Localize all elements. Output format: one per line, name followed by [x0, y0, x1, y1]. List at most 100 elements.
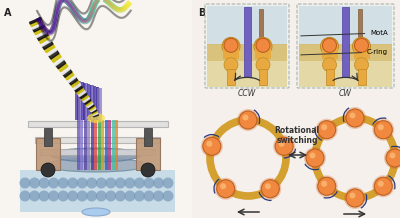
Polygon shape	[80, 92, 87, 99]
Bar	[244, 7, 250, 77]
Circle shape	[279, 141, 285, 147]
Polygon shape	[92, 111, 98, 114]
Ellipse shape	[46, 158, 146, 172]
Bar	[36, 138, 60, 170]
Bar	[87, 120, 90, 170]
Polygon shape	[30, 18, 41, 24]
Bar	[94, 120, 97, 170]
Bar	[207, 44, 287, 61]
Bar	[76, 120, 80, 170]
Polygon shape	[78, 90, 86, 97]
Circle shape	[239, 111, 257, 129]
Circle shape	[344, 187, 366, 209]
Circle shape	[256, 38, 270, 52]
Polygon shape	[91, 109, 97, 113]
Polygon shape	[34, 27, 46, 35]
Text: B: B	[198, 8, 205, 18]
Bar	[76, 80, 79, 120]
Polygon shape	[90, 107, 96, 112]
Polygon shape	[37, 32, 48, 40]
Circle shape	[261, 180, 279, 198]
Polygon shape	[84, 99, 91, 104]
Polygon shape	[74, 85, 82, 92]
Ellipse shape	[222, 37, 240, 55]
Bar	[0, 0, 192, 218]
Bar	[98, 88, 102, 120]
Circle shape	[48, 177, 59, 189]
Circle shape	[350, 112, 356, 119]
Circle shape	[86, 191, 97, 201]
Circle shape	[220, 183, 226, 189]
Polygon shape	[93, 114, 98, 117]
Polygon shape	[88, 104, 94, 109]
Bar	[207, 61, 287, 87]
Bar	[358, 69, 366, 85]
Polygon shape	[63, 69, 72, 77]
Circle shape	[206, 141, 212, 147]
Bar	[96, 87, 99, 120]
Bar	[86, 84, 89, 120]
Bar	[85, 83, 88, 120]
Circle shape	[48, 191, 59, 201]
Polygon shape	[73, 83, 81, 90]
Circle shape	[124, 177, 135, 189]
Polygon shape	[40, 38, 51, 46]
Polygon shape	[42, 41, 53, 49]
Circle shape	[162, 177, 174, 189]
Bar	[259, 9, 263, 46]
Bar	[94, 86, 96, 120]
Circle shape	[215, 178, 237, 200]
Circle shape	[217, 180, 235, 198]
Circle shape	[237, 109, 259, 131]
Bar	[95, 87, 98, 120]
Circle shape	[20, 177, 30, 189]
Circle shape	[378, 181, 384, 187]
Bar	[104, 120, 108, 170]
Polygon shape	[39, 35, 50, 43]
Polygon shape	[44, 44, 55, 53]
Circle shape	[318, 121, 336, 139]
Bar	[299, 44, 392, 61]
Bar	[90, 85, 93, 120]
Circle shape	[134, 191, 145, 201]
Bar	[136, 138, 160, 170]
Ellipse shape	[352, 37, 370, 55]
Circle shape	[259, 178, 281, 200]
Bar	[88, 85, 91, 120]
Polygon shape	[86, 101, 92, 106]
Ellipse shape	[320, 37, 338, 55]
Ellipse shape	[82, 208, 110, 216]
Bar	[82, 83, 85, 120]
Bar	[101, 120, 104, 170]
Circle shape	[322, 38, 336, 52]
Circle shape	[201, 135, 223, 157]
Ellipse shape	[87, 113, 105, 123]
Bar	[44, 128, 52, 146]
Circle shape	[29, 177, 40, 189]
Bar	[108, 120, 111, 170]
Bar	[227, 69, 235, 85]
Circle shape	[115, 177, 126, 189]
Text: CW: CW	[339, 89, 352, 98]
Polygon shape	[89, 106, 95, 111]
Circle shape	[386, 149, 400, 167]
Bar	[115, 120, 118, 170]
Circle shape	[265, 183, 271, 189]
Ellipse shape	[322, 58, 336, 72]
Bar	[35, 137, 160, 143]
Bar	[144, 128, 152, 146]
Bar	[84, 120, 86, 170]
Circle shape	[134, 177, 145, 189]
Circle shape	[378, 124, 384, 130]
Ellipse shape	[256, 58, 270, 72]
Circle shape	[38, 177, 50, 189]
Polygon shape	[67, 75, 76, 82]
Circle shape	[224, 38, 238, 52]
Polygon shape	[83, 97, 90, 103]
Polygon shape	[65, 72, 74, 80]
Circle shape	[372, 119, 394, 141]
Text: MotA: MotA	[301, 30, 388, 36]
Circle shape	[344, 107, 366, 129]
Circle shape	[346, 189, 364, 207]
Circle shape	[141, 163, 155, 177]
